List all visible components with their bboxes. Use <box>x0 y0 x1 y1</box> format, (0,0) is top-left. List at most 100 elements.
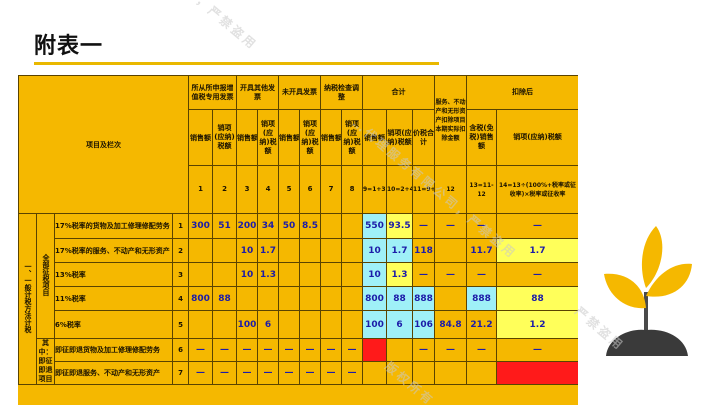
value-cell <box>299 238 321 263</box>
value-cell: 10 <box>236 262 258 287</box>
value-cell: — <box>434 338 467 362</box>
table-row: 13%税率 3 10 1.3 10 1.3— — — — <box>19 262 578 287</box>
value-cell: — <box>320 338 342 362</box>
row-label: 6%税率 <box>54 310 173 339</box>
group-label: 全部征税项目 <box>36 213 55 339</box>
row-label: 17%税率的货物及加工修理修配劳务 <box>54 213 173 239</box>
value-cell <box>257 286 279 311</box>
value-cell <box>341 286 363 311</box>
value-cell: 106 <box>412 310 435 339</box>
value-cell: 1.7 <box>386 238 413 263</box>
value-cell: 1.3 <box>257 262 279 287</box>
value-cell: 88 <box>496 286 578 311</box>
value-cell: — <box>212 361 237 385</box>
value-cell: 200 <box>236 213 258 239</box>
value-cell: 800 <box>362 286 387 311</box>
value-cell: — <box>236 361 258 385</box>
value-cell: — <box>466 338 497 362</box>
value-cell <box>188 262 213 287</box>
value-cell <box>434 238 467 263</box>
group-header: 纳税检查调整 <box>320 75 363 110</box>
value-cell: 93.5 <box>386 213 413 239</box>
value-cell: — <box>299 338 321 362</box>
value-cell: — <box>320 361 342 385</box>
value-cell: 50 <box>278 213 300 239</box>
value-cell: 1.7 <box>257 238 279 263</box>
group-header: 合计 <box>362 75 435 110</box>
row-line-number: 1 <box>172 213 189 239</box>
value-cell: — <box>299 361 321 385</box>
value-cell: 888 <box>466 286 497 311</box>
value-cell: 88 <box>212 286 237 311</box>
value-cell: 118 <box>412 238 435 263</box>
value-cell <box>320 262 342 287</box>
value-cell: 84.8 <box>434 310 467 339</box>
sub-header: 销项(应纳)税额 <box>212 109 237 166</box>
value-cell <box>299 286 321 311</box>
value-cell: 10 <box>236 238 258 263</box>
value-cell <box>341 238 363 263</box>
section-label: 一、一般计税方法计税 <box>18 213 37 385</box>
watermark-text: 限公司，严禁盗用 <box>159 0 261 53</box>
value-cell <box>236 286 258 311</box>
value-cell: — <box>188 361 213 385</box>
row-label: 即征即退货物及加工修理修配劳务 <box>54 338 173 362</box>
value-cell: 1.7 <box>496 238 578 263</box>
value-cell <box>212 238 237 263</box>
group-label: 其中：即征即退项目 <box>36 338 55 385</box>
row-line-number: 7 <box>172 361 189 385</box>
value-cell <box>320 286 342 311</box>
value-cell <box>212 262 237 287</box>
column-code: 6 <box>299 165 321 214</box>
table-row: 6%税率 5 100 6 100 6 106 84.8 21.2 1.2 <box>19 310 578 339</box>
group-header: 服务、不动产和无形资产扣除项目本期实际扣除金额 <box>434 75 467 166</box>
group-header: 未开具发票 <box>278 75 321 110</box>
value-cell: 10 <box>362 262 387 287</box>
value-cell: — <box>412 262 435 287</box>
row-label: 11%税率 <box>54 286 173 311</box>
row-label: 13%税率 <box>54 262 173 287</box>
value-cell <box>434 286 467 311</box>
value-cell: — <box>212 338 237 362</box>
value-cell <box>320 238 342 263</box>
value-cell: — <box>412 338 435 362</box>
value-cell: — <box>434 262 467 287</box>
sub-header: 销售额 <box>278 109 300 166</box>
value-cell: 51 <box>212 213 237 239</box>
table-row: 其中：即征即退项目 即征即退货物及加工修理修配劳务 6— — — — — — — — — — — — <box>19 338 578 385</box>
value-cell: 1.3 <box>386 262 413 287</box>
value-cell: 6 <box>386 310 413 339</box>
value-cell: 10 <box>362 238 387 263</box>
value-cell: 34 <box>257 213 279 239</box>
value-cell <box>320 310 342 339</box>
value-cell <box>278 310 300 339</box>
column-code: 3 <box>236 165 258 214</box>
value-cell: 888 <box>412 286 435 311</box>
value-cell: 300 <box>188 213 213 239</box>
column-code: 7 <box>320 165 342 214</box>
value-cell: — <box>466 262 497 287</box>
value-cell <box>299 310 321 339</box>
value-cell: — <box>257 361 279 385</box>
value-cell: — <box>278 361 300 385</box>
sub-header: 销项(应纳)税额 <box>386 109 413 166</box>
value-cell <box>496 361 578 385</box>
row-line-number: 4 <box>172 286 189 311</box>
value-cell <box>212 310 237 339</box>
value-cell <box>278 238 300 263</box>
sub-header: 销售额 <box>236 109 258 166</box>
sub-header: 销项(应纳)税额 <box>341 109 363 166</box>
value-cell <box>320 213 342 239</box>
sub-header: 销售额 <box>320 109 342 166</box>
tax-form-table: 项目及栏次 所从所申报增值税专用发票 开具其他发票 未开具发票 纳税检查调整 合… <box>18 75 578 405</box>
value-cell: — <box>412 213 435 239</box>
value-cell: — <box>341 338 363 362</box>
sub-header: 销售额 <box>362 109 387 166</box>
value-cell: — <box>236 338 258 362</box>
value-cell: — <box>188 338 213 362</box>
sub-header: 价税合计 <box>412 109 435 166</box>
sub-header: 销项(应纳)税额 <box>299 109 321 166</box>
value-cell <box>299 262 321 287</box>
value-cell <box>434 361 467 385</box>
group-header: 开具其他发票 <box>236 75 279 110</box>
